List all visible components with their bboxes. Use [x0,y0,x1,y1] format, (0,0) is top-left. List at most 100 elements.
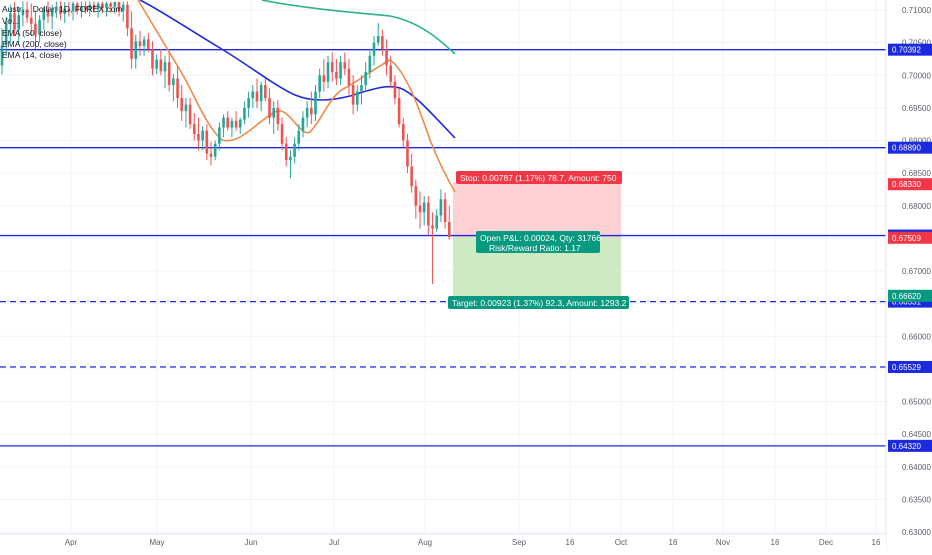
candle-body [46,10,50,17]
stop-label: Stop: 0.00787 (1.17%) 78.7, Amount: 750 [460,173,617,183]
price-axis[interactable]: 0.71000 0.70500 0.70000 0.69500 0.69000 0.685… [885,0,932,550]
candle-body [25,9,29,18]
time-tick-label: May [149,538,164,547]
price-tick-label: 0.64000 [902,463,931,472]
price-tick-label: 0.64500 [902,430,931,439]
candle-body [126,4,129,29]
level-price-badge [888,141,932,154]
candle-body [356,91,359,105]
candle-body [351,85,355,105]
level-price-label: 0.70392 [892,46,921,55]
chart-grid [0,0,886,534]
candle-body [67,8,71,12]
time-axis[interactable]: Apr May Jun Jul Aug Sep 16 Oct 16 Nov 16 Dec 16 [0,533,886,550]
candle-body [368,55,372,72]
candle-body [105,3,108,9]
candle-body [34,23,37,35]
candle-body [80,6,83,12]
legend-volume: Vo… [2,16,20,26]
chart-legend: Austr… Dollar, 1D, FOREX.com Vo… EMA (50… [2,4,122,60]
price-tick-label: 0.68000 [902,202,931,211]
candle-body [422,202,426,213]
candle-body [284,143,288,161]
candle-body [205,130,209,154]
candle-body [326,62,330,82]
candle-body [38,19,41,35]
candle-body [218,127,221,144]
candle-body [163,62,167,72]
price-badge [888,178,932,191]
position-tool[interactable]: Stop: 0.00787 (1.17%) 78.7, Amount: 750 … [448,171,629,309]
price-tick-label: 0.71000 [902,6,931,15]
candle-body [431,225,434,229]
candle-body [88,4,92,10]
price-tick-label: 0.68500 [902,169,931,178]
time-tick-label: Jul [329,538,339,547]
candle-body [435,215,439,229]
candle-body [84,6,87,10]
candle-body [117,2,121,12]
candle-body [138,41,142,46]
candle-body [188,104,192,125]
candle-body [280,124,284,144]
candle-body [443,199,447,223]
candle-body [9,13,12,24]
stop-zone [453,182,621,237]
candle-body [96,3,100,10]
candle-body [410,166,413,187]
stop-label-box [456,171,622,184]
legend-ema-14: EMA (14, close) [2,50,62,60]
candle-body [259,85,263,102]
candle-body [184,104,188,112]
candle-body [376,36,380,43]
level-price-badge [888,43,932,56]
candle-body [339,62,342,79]
candle-body [172,78,175,86]
time-tick-label: Apr [65,538,78,547]
pnl-label: Open P&L: 0.00024, Qty: 31766 [480,233,601,243]
price-tick-label: 0.67000 [902,267,931,276]
candle-body [310,107,313,115]
candle-body [381,36,384,50]
legend-ema-50: EMA (50, close) [2,28,62,38]
ema-14-line [137,0,456,193]
candle-body [155,59,158,69]
time-tick-label: Jun [245,538,258,547]
price-tick-label: 0.66000 [902,332,931,341]
candle-body [276,107,280,125]
candle-body [335,71,338,79]
candle-body [322,75,326,82]
candle-body [101,3,104,9]
candle-body [113,2,117,7]
time-tick-label: Dec [819,538,833,547]
time-tick-label: Aug [418,538,432,547]
candle-body [314,91,317,115]
candle-body [255,91,259,102]
candle-body [109,3,112,7]
candle-body [13,13,16,30]
candle-body [414,186,418,206]
candle-body [159,59,163,72]
candle-body [222,117,225,128]
price-tick-label: 0.65000 [902,398,931,407]
level-price-label: 0.65529 [892,363,921,372]
horizontal-levels[interactable] [0,49,886,447]
price-tick-label: 0.70500 [902,39,931,48]
level-price-badge [888,439,932,452]
candle-body [343,62,347,69]
candle-body [439,199,443,216]
price-tick-label: 0.70000 [902,71,931,80]
candle-body [29,17,33,24]
candle-body [238,119,242,128]
candle-body [63,8,66,14]
candle-body [234,120,238,128]
level-price-badge [888,360,932,373]
legend-symbol: Austr… Dollar, 1D, FOREX.com [2,4,122,14]
candle-body [42,10,46,20]
price-tick-label: 0.63500 [902,495,931,504]
candle-body [364,71,367,86]
candle-body [0,45,4,66]
candle-body [4,23,8,46]
candle-body [59,6,62,14]
